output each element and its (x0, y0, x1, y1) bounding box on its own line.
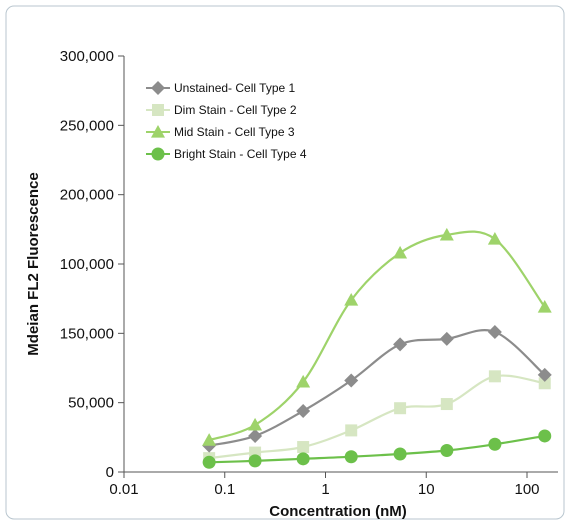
legend-label: Dim Stain - Cell Type 2 (174, 103, 297, 117)
legend-label: Bright Stain - Cell Type 4 (174, 147, 307, 161)
series-2 (203, 370, 551, 465)
y-tick-label: 100,000 (60, 256, 114, 273)
data-point (394, 402, 407, 415)
data-point (296, 374, 311, 388)
data-point (537, 299, 552, 313)
legend: Unstained- Cell Type 1 Dim Stain - Cell T… (146, 81, 307, 161)
data-point (345, 424, 358, 437)
data-point (538, 377, 551, 390)
data-point (393, 337, 408, 352)
data-point (344, 293, 359, 306)
legend-item: Mid Stain - Cell Type 3 (146, 125, 295, 139)
x-tick-label: 1 (321, 481, 329, 498)
data-point (538, 429, 552, 443)
data-point (296, 452, 310, 466)
legend-item: Dim Stain - Cell Type 2 (146, 103, 297, 117)
data-point (439, 331, 454, 346)
x-tick-label: 0.01 (109, 481, 138, 498)
chart-card (5, 5, 565, 520)
series-4 (202, 429, 552, 469)
y-tick-label: 150,000 (60, 325, 114, 342)
data-point (439, 227, 454, 241)
data-point (440, 444, 454, 458)
y-tick-label: 250,000 (60, 117, 114, 134)
data-point (537, 367, 552, 382)
y-axis-title: Mdeian FL2 Fluorescence (25, 172, 42, 355)
data-point (202, 455, 216, 469)
data-point (297, 441, 310, 454)
x-tick-label: 10 (418, 481, 435, 498)
series-3 (202, 227, 552, 446)
data-point (248, 428, 263, 443)
data-point (248, 454, 262, 468)
y-axis-ticks: 0 50,000 150,000 100,000 200,000 250,000 300,0… (60, 48, 124, 481)
y-tick-label: 200,000 (60, 187, 114, 204)
y-tick-label: 0 (106, 464, 114, 481)
x-axis-title: Concentration (nM) (269, 503, 406, 520)
data-point (202, 433, 217, 446)
x-tick-label: 100 (514, 481, 539, 498)
data-point (248, 417, 263, 431)
data-point (344, 373, 359, 388)
legend-marker (151, 81, 165, 95)
legend-label: Unstained- Cell Type 1 (174, 81, 296, 95)
data-point (344, 450, 358, 464)
legend-item: Unstained- Cell Type 1 (146, 81, 296, 95)
data-point (393, 447, 407, 461)
legend-marker (151, 125, 165, 138)
data-point (487, 324, 502, 339)
data-point (488, 437, 502, 451)
x-tick-label: 0.1 (214, 481, 235, 498)
legend-marker (151, 147, 165, 161)
x-axis-ticks: 0.01 0.1 1 10 100 (109, 472, 540, 498)
y-tick-label: 50,000 (68, 395, 114, 412)
series-layer (202, 227, 552, 469)
y-tick-label: 300,000 (60, 48, 114, 65)
data-point (393, 245, 408, 259)
data-point (440, 398, 453, 411)
data-point (487, 232, 502, 245)
legend-marker (152, 104, 164, 116)
data-point (488, 370, 501, 383)
legend-item: Bright Stain - Cell Type 4 (146, 147, 307, 161)
data-point (296, 403, 311, 418)
legend-label: Mid Stain - Cell Type 3 (174, 125, 295, 139)
